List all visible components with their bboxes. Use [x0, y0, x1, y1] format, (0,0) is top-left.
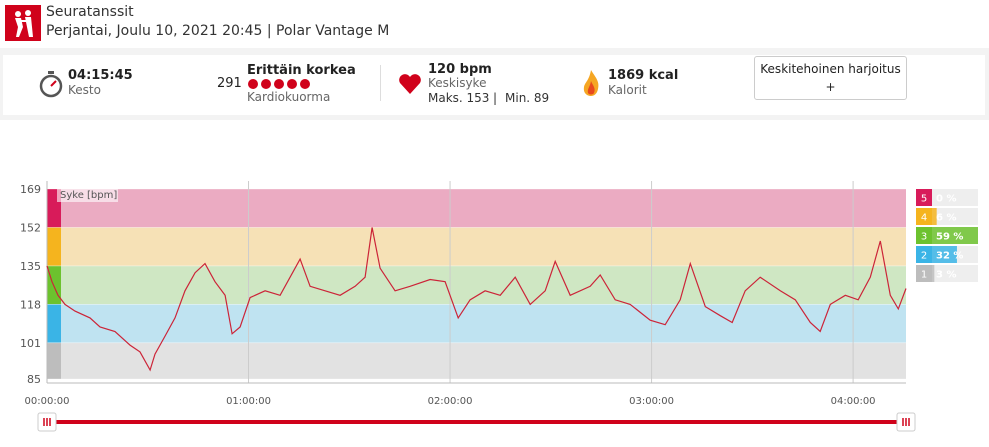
zone-band	[47, 227, 906, 266]
zone-percent-bar	[932, 227, 978, 244]
header: Seuratanssit Perjantai, Joulu 10, 2021 2…	[0, 0, 989, 48]
calories-value: 1869 kcal	[608, 68, 679, 83]
zone-percent-label: 59 %	[936, 232, 963, 243]
x-tick-label: 04:00:00	[831, 396, 876, 407]
zone-percent-bar	[932, 246, 957, 263]
activity-subtitle: Perjantai, Joulu 10, 2021 20:45 | Polar …	[46, 23, 390, 39]
y-label-bg	[57, 187, 118, 202]
zone-band	[47, 304, 906, 343]
zone-number-box	[916, 246, 932, 263]
heart-icon	[399, 74, 421, 94]
zone-number-box	[916, 265, 932, 282]
zone-percent-label: 3 %	[936, 270, 956, 281]
y-tick-label: 169	[20, 183, 41, 196]
hr-label: Keskisyke	[428, 76, 487, 90]
y-tick-label: 152	[20, 221, 41, 234]
button-label: Keskitehoinen harjoitus	[760, 62, 901, 76]
x-tick-label: 00:00:00	[25, 396, 70, 407]
sport-icon	[5, 5, 41, 41]
x-tick-label: 03:00:00	[629, 396, 674, 407]
hr-max: Maks. 153	[428, 91, 490, 105]
duration-label: Kesto	[68, 83, 101, 97]
y-tick-label: 118	[20, 298, 41, 311]
x-tick-label: 02:00:00	[428, 396, 473, 407]
hr-value: 120 bpm	[428, 62, 492, 77]
zone-strip	[47, 227, 61, 266]
zone-number: 2	[921, 251, 927, 262]
button-plus: +	[825, 80, 836, 94]
heart-rate-line	[46, 227, 907, 372]
zone-strip	[47, 342, 61, 379]
zone-band	[47, 265, 906, 305]
duration-value: 04:15:45	[68, 68, 133, 83]
summary-strip: 04:15:45 Kesto 291 Erittäin korkea Kardi…	[0, 48, 989, 120]
y-axis-label: Syke [bpm]	[60, 190, 117, 201]
hr-min: Min. 89	[505, 91, 550, 105]
zone-number-box	[916, 189, 932, 206]
zone-percent-label: 6 %	[936, 213, 956, 224]
load-dots	[248, 79, 310, 89]
zone-number: 1	[921, 270, 927, 281]
activity-title: Seuratanssit	[46, 4, 134, 20]
training-benefit-button[interactable]: Keskitehoinen harjoitus +	[754, 56, 907, 100]
y-tick-label: 135	[20, 260, 41, 273]
zone-number-box	[916, 227, 932, 244]
zone-band	[47, 342, 906, 379]
zone-number: 5	[921, 194, 927, 205]
hr-separator: |	[493, 91, 498, 105]
divider	[380, 65, 381, 101]
y-tick-label: 85	[27, 373, 41, 386]
zone-number: 4	[921, 213, 927, 224]
load-level: Erittäin korkea	[247, 63, 356, 78]
zone-band	[47, 189, 906, 228]
summary-card: 04:15:45 Kesto 291 Erittäin korkea Kardi…	[3, 55, 985, 115]
stopwatch-icon	[39, 71, 63, 98]
load-label: Kardiokuorma	[247, 90, 331, 104]
y-tick-label: 101	[20, 337, 41, 350]
load-value: 291	[217, 76, 242, 91]
zone-strip	[47, 304, 61, 343]
zone-percent-bar	[932, 265, 935, 282]
zone-number: 3	[921, 232, 927, 243]
flame-icon	[583, 70, 599, 96]
zone-percent-label: 32 %	[936, 251, 963, 262]
zone-percent-bar	[932, 208, 937, 225]
zone-number-box	[916, 208, 932, 225]
zone-percent-label: 0 %	[936, 194, 956, 205]
x-tick-label: 01:00:00	[226, 396, 271, 407]
calories-label: Kalorit	[608, 83, 647, 97]
